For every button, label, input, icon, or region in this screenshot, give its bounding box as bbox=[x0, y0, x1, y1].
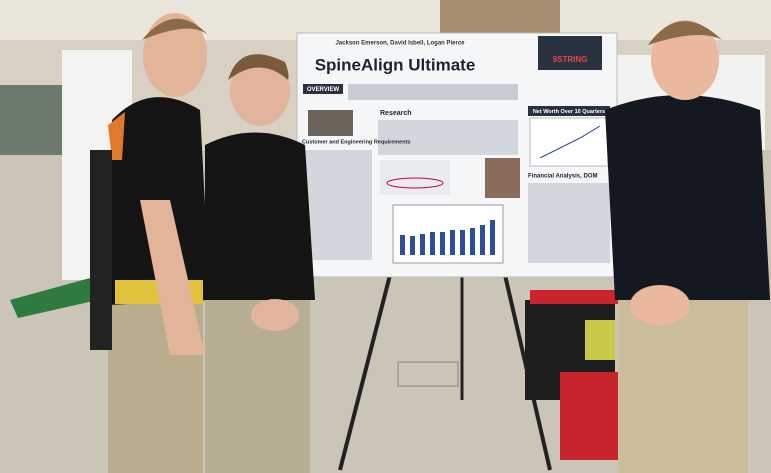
poster-title: SpineAlign Ultimate bbox=[315, 55, 476, 74]
poster-authors: Jackson Emerson, David Isbell, Logan Pie… bbox=[335, 41, 465, 47]
poster-photo bbox=[485, 158, 520, 198]
harness-strap bbox=[108, 112, 125, 160]
poster-diagram bbox=[386, 177, 444, 189]
red-toolbox bbox=[560, 372, 625, 460]
text-block bbox=[378, 120, 518, 155]
poster-photo bbox=[308, 110, 353, 136]
person-hands bbox=[630, 285, 690, 325]
person-hair bbox=[142, 18, 208, 40]
section-heading: Research bbox=[380, 110, 412, 117]
section-heading: OVERVIEW bbox=[307, 87, 340, 93]
green-board bbox=[10, 278, 98, 318]
poster-bars bbox=[400, 220, 495, 255]
person-hands bbox=[251, 299, 299, 331]
poster-bar-chart bbox=[392, 204, 504, 264]
person-face bbox=[143, 13, 207, 97]
poster-line bbox=[539, 125, 601, 159]
easel-leg bbox=[338, 274, 392, 471]
text-block bbox=[528, 183, 610, 263]
harness-frame bbox=[90, 150, 112, 350]
person-hair bbox=[648, 21, 722, 45]
text-block bbox=[302, 150, 372, 260]
logo-box bbox=[538, 36, 602, 70]
logo-text: 9STRING bbox=[553, 55, 588, 64]
drill bbox=[585, 320, 615, 360]
section-heading: Customer and Engineering Requirements bbox=[302, 139, 411, 145]
red-toolbox bbox=[530, 290, 618, 304]
section-tag bbox=[303, 84, 343, 94]
person-arm bbox=[140, 200, 205, 355]
person-shirt bbox=[205, 132, 315, 300]
floor-sign bbox=[397, 361, 459, 387]
poster-line-chart bbox=[529, 117, 609, 167]
text-block bbox=[348, 84, 518, 100]
person-pants bbox=[618, 290, 748, 473]
person-face bbox=[230, 54, 290, 126]
person-face bbox=[651, 20, 719, 100]
person-hair bbox=[228, 54, 289, 80]
section-heading: Net Worth Over 10 Quarters bbox=[533, 109, 605, 115]
section-heading: Financial Analysis, DOM bbox=[528, 174, 597, 180]
section-tag bbox=[528, 106, 610, 116]
person-shirt bbox=[605, 95, 770, 300]
